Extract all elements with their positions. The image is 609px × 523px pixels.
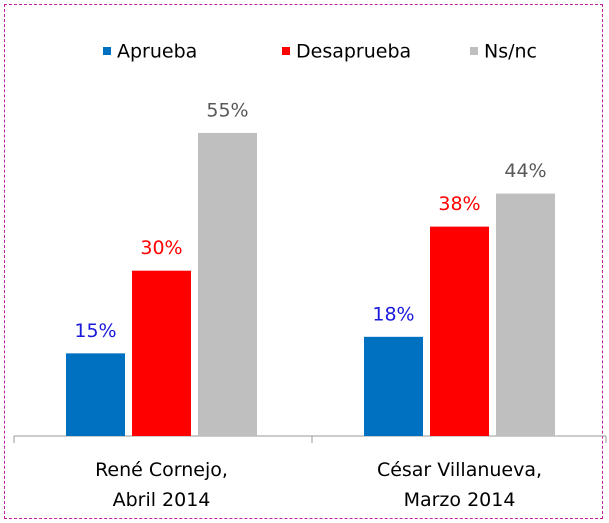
legend-swatch [470,47,478,55]
bar [496,193,555,436]
value-label: 30% [140,237,182,259]
value-label: 44% [504,160,546,182]
frame [4,4,603,519]
legend-label: Ns/nc [484,41,537,63]
legend-label: Desaprueba [296,41,411,63]
bar [132,270,191,436]
value-label: 15% [74,320,116,342]
bar [198,132,257,436]
value-label: 38% [438,193,480,215]
value-label: 18% [372,303,414,325]
value-label: 55% [206,99,248,121]
x-tick-label: César Villanueva, Marzo 2014 [376,459,543,511]
bar [364,336,423,436]
bar [430,226,489,436]
legend-swatch [103,47,111,55]
bar [66,353,125,436]
legend-swatch [282,47,290,55]
legend-label: Aprueba [117,41,197,63]
x-tick-label: René Cornejo, Abril 2014 [95,459,228,511]
